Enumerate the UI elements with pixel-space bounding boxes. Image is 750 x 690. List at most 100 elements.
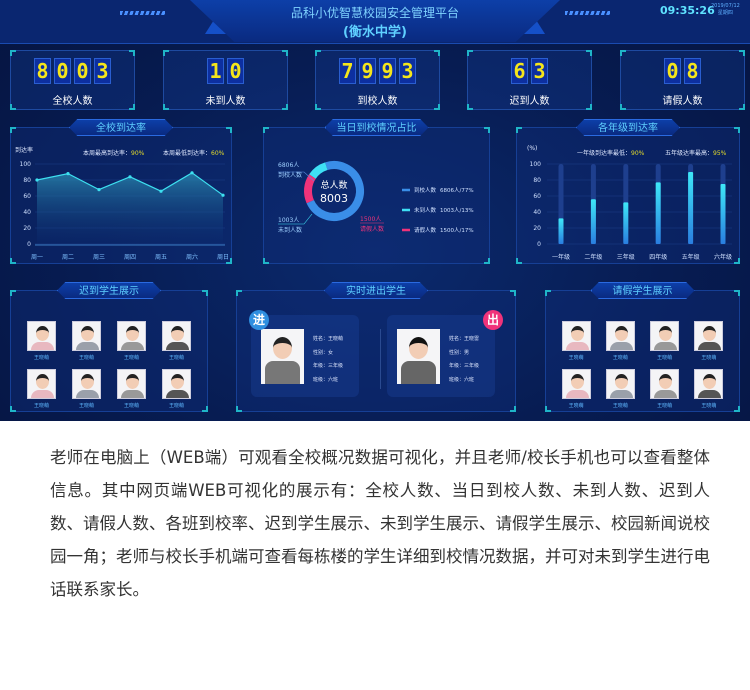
student-photo-card[interactable]: 王晓萌 [109,369,154,409]
legend-value: 1003人/13% [440,207,474,214]
min-rate-value: 60% [211,150,225,157]
late-student-grid: 王晓萌 王晓萌 王晓萌 王晓萌 王晓萌 王晓萌 王晓萌 王晓萌 [19,321,199,409]
student-name: 王晓萌 [33,403,49,409]
entry-card[interactable]: 姓名：王晓萌 性别：女 年级：三年级 班级：六班 [251,315,359,397]
student-name: 王晓萌 [123,355,139,361]
y-tick-label: 60 [533,193,541,200]
student-photo-card[interactable]: 王晓萌 [154,369,199,409]
callout-name: 到校人数 [278,171,302,179]
clock: 09:35:26 [660,4,715,17]
bar-chart: 0 20 40 60 80 100 一年级 二年级 三年级 四年级 五年级 六年级 [530,161,732,261]
callout-value: 1003人 [278,217,299,224]
date-block: 2019/07/12 星期四 [711,3,740,17]
panel-corner [734,258,740,264]
student-photo [561,321,591,351]
x-tick-label: 周一 [31,254,43,261]
panel-title: 请假学生展示 [590,282,695,299]
panel-corner [545,406,551,412]
student-photo [605,369,635,399]
stat-label: 迟到人数 [509,96,550,107]
daily-attendance-panel: 当日到校情况占比 总人数 8003 6806人 到校人数 到校人数 6806人/77% 10… [263,119,490,264]
legend-value: 1500人/17% [440,227,474,234]
student-name: 王晓萌 [78,403,94,409]
student-photo [261,329,304,384]
panel-corner [734,290,740,296]
center-value: 8003 [320,192,348,205]
student-photo-card[interactable]: 王晓萌 [643,369,687,409]
panel-corner [226,127,232,133]
panel-title: 迟到学生展示 [57,282,161,299]
data-point [190,171,194,175]
student-photo [397,329,440,384]
student-photo-card[interactable]: 王晓萌 [64,369,109,409]
student-photo-card[interactable]: 王晓萌 [598,369,642,409]
student-name: 王晓萌 [33,355,49,361]
exit-badge: 出 [483,310,503,330]
legend-value: 6806人/77% [440,187,474,194]
late-students-panel: 迟到学生展示 王晓萌 王晓萌 王晓萌 王晓萌 王晓萌 王晓萌 王晓萌 王晓萌 [10,282,208,412]
student-photo-card[interactable]: 王晓萌 [598,321,642,361]
max-rate-value: 90% [131,150,145,157]
leave-students-panel: 请假学生展示 王晓萌 王晓萌 王晓萌 王晓萌 王晓萌 王晓萌 王晓萌 王晓萌 [545,282,740,412]
student-photo-card[interactable]: 王晓萌 [687,369,731,409]
student-photo-card[interactable]: 王晓萌 [19,369,64,409]
student-photo-card[interactable]: 王晓萌 [109,321,154,361]
info-grade: 年级：三年级 [449,363,480,369]
info-name: 姓名：王晓萌 [313,336,344,342]
data-point [66,172,70,176]
y-tick-label: 0 [537,241,541,248]
header-stripes [120,11,165,15]
student-photo [27,369,56,399]
donut-slice [309,162,328,179]
min-rate-note: 本周最低到达率：60% [163,148,224,157]
bar [590,199,596,244]
stat-label: 未到人数 [205,96,246,107]
bar [558,218,564,244]
student-photo [117,369,146,399]
x-tick-label: 周三 [93,254,105,261]
max-grade-note: 五年级达率最高：95% [665,148,726,157]
student-name: 王晓萌 [701,355,717,361]
x-tick-label: 三年级 [617,253,635,261]
digit: 8 [34,58,51,84]
student-photo-card[interactable]: 王晓萌 [64,321,109,361]
y-tick-label: 80 [23,177,31,184]
student-photo-card[interactable]: 王晓萌 [554,369,598,409]
student-photo [162,369,191,399]
school-name: (衡水中学) [343,25,407,40]
student-name: 王晓萌 [168,355,184,361]
digit: 0 [227,58,244,84]
min-grade-note: 一年级到达率最低：90% [577,148,644,157]
callout-line [278,213,313,225]
panel-corner [10,406,16,412]
stat-card: 7 9 9 3 到校人数 [315,50,440,110]
data-point [128,175,132,179]
student-photo-card[interactable]: 王晓萌 [19,321,64,361]
y-tick-label: 40 [533,209,541,216]
max-grade-value: 95% [713,150,727,157]
student-photo [72,321,101,351]
student-photo-card[interactable]: 王晓萌 [154,321,199,361]
student-photo [650,369,680,399]
student-photo [72,369,101,399]
panel-corner [734,406,740,412]
x-tick-label: 二年级 [584,253,602,261]
panel-corner [10,127,16,133]
panel-corner [236,290,242,296]
platform-title: 品科小优智慧校园安全管理平台 [290,6,459,20]
info-gender: 性别：男 [449,349,470,356]
panel-corner [545,290,551,296]
student-photo-card[interactable]: 王晓萌 [643,321,687,361]
x-tick-label: 四年级 [649,253,667,261]
grade-rate-panel: 各年级到达率 (%) 一年级到达率最低：90% 五年级达率最高：95% 0 20 4… [516,119,740,264]
stat-label: 全校人数 [52,96,93,107]
info-grade: 年级：三年级 [313,363,344,369]
info-class: 班级：六班 [313,376,339,383]
callout-name: 未到人数 [278,226,302,234]
student-photo-card[interactable]: 王晓萌 [687,321,731,361]
min-grade-label: 一年级到达率最低： [577,150,632,157]
student-photo-card[interactable]: 王晓萌 [554,321,598,361]
stat-label: 到校人数 [357,96,398,107]
exit-card[interactable]: 姓名：王晓雷 性别：男 年级：三年级 班级：六班 [387,315,495,397]
